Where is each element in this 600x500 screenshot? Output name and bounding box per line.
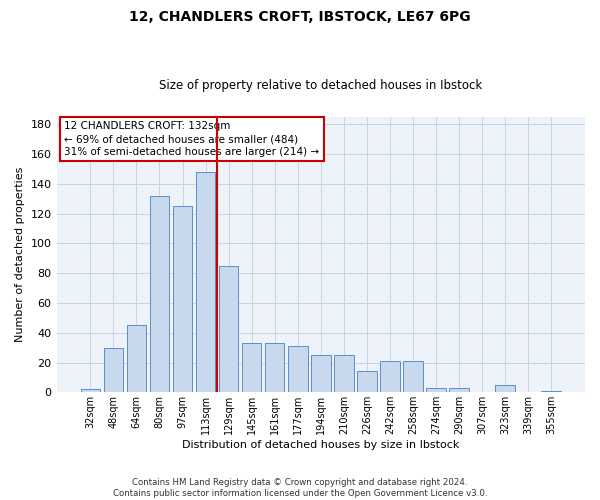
- Bar: [288, 346, 308, 393]
- Bar: [80, 390, 100, 392]
- Bar: [426, 388, 446, 392]
- Bar: [380, 361, 400, 392]
- Bar: [357, 372, 377, 392]
- Bar: [219, 266, 238, 392]
- Title: Size of property relative to detached houses in Ibstock: Size of property relative to detached ho…: [159, 79, 482, 92]
- Bar: [311, 355, 331, 393]
- Bar: [127, 326, 146, 392]
- Bar: [403, 361, 423, 392]
- Bar: [196, 172, 215, 392]
- Bar: [149, 196, 169, 392]
- X-axis label: Distribution of detached houses by size in Ibstock: Distribution of detached houses by size …: [182, 440, 460, 450]
- Text: Contains HM Land Registry data © Crown copyright and database right 2024.
Contai: Contains HM Land Registry data © Crown c…: [113, 478, 487, 498]
- Bar: [334, 355, 353, 393]
- Bar: [449, 388, 469, 392]
- Bar: [541, 391, 561, 392]
- Bar: [173, 206, 193, 392]
- Text: 12, CHANDLERS CROFT, IBSTOCK, LE67 6PG: 12, CHANDLERS CROFT, IBSTOCK, LE67 6PG: [129, 10, 471, 24]
- Text: 12 CHANDLERS CROFT: 132sqm
← 69% of detached houses are smaller (484)
31% of sem: 12 CHANDLERS CROFT: 132sqm ← 69% of deta…: [64, 121, 320, 158]
- Y-axis label: Number of detached properties: Number of detached properties: [15, 167, 25, 342]
- Bar: [496, 385, 515, 392]
- Bar: [242, 343, 262, 392]
- Bar: [265, 343, 284, 392]
- Bar: [104, 348, 123, 393]
